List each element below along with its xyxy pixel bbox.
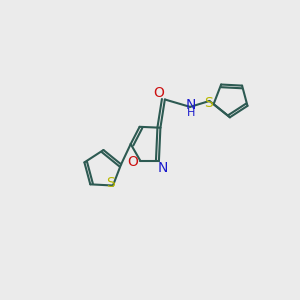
Text: N: N: [158, 160, 168, 175]
Text: O: O: [154, 86, 164, 100]
Text: S: S: [204, 96, 213, 110]
Text: O: O: [128, 155, 139, 170]
Text: S: S: [106, 176, 115, 190]
Text: N: N: [185, 98, 196, 112]
Text: H: H: [187, 108, 195, 118]
